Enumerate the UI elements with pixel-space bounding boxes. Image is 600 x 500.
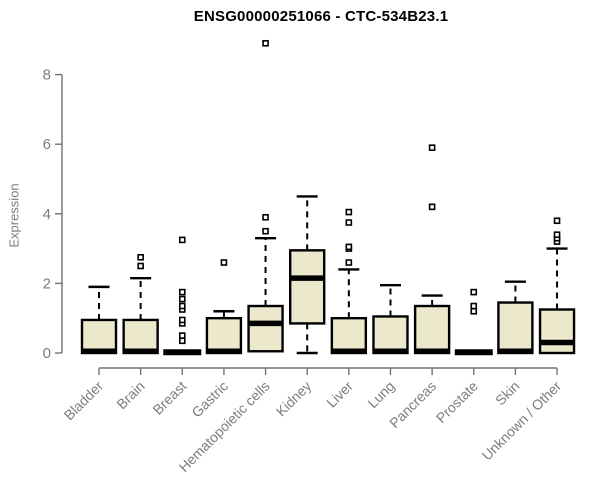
y-axis-title: Expression [6, 183, 22, 248]
x-tick-label: Lung [364, 378, 397, 411]
outlier-point [178, 295, 186, 303]
box [247, 304, 284, 353]
x-tick-label: Bladder [61, 378, 107, 424]
box [372, 315, 409, 355]
y-tick-label: 8 [43, 67, 51, 84]
outlier-point [178, 337, 186, 345]
x-tick-label: Skin [492, 378, 523, 409]
outlier-point [470, 307, 478, 315]
outlier-point [262, 227, 269, 235]
outlier-point [470, 302, 478, 310]
box [538, 308, 576, 355]
outlier-point [428, 144, 436, 151]
outlier-point [178, 236, 186, 244]
outlier-point [428, 203, 436, 211]
box [413, 304, 451, 355]
y-tick-label: 0 [43, 345, 51, 362]
x-tick-label: Kidney [273, 378, 315, 420]
outlier-point [178, 288, 186, 296]
outlier-point [262, 213, 269, 221]
box [497, 301, 534, 355]
chart-title: ENSG00000251066 - CTC-534B23.1 [193, 8, 449, 25]
y-tick-label: 4 [43, 206, 51, 223]
outlier-point [178, 332, 186, 339]
x-tick-label: Liver [323, 378, 356, 411]
box [205, 317, 243, 355]
outlier-point [137, 262, 144, 270]
outlier-point [178, 302, 186, 310]
x-tick-label: Brain [113, 378, 147, 412]
box [289, 249, 326, 325]
box [80, 318, 118, 355]
box [122, 318, 159, 355]
outlier-point [220, 259, 228, 266]
outlier-point [137, 254, 144, 261]
outlier-point [470, 288, 478, 296]
outlier-point [345, 259, 353, 266]
outlier-point [178, 316, 186, 324]
outlier-point [345, 208, 353, 216]
outlier-point [553, 231, 561, 238]
outlier-point [345, 219, 353, 226]
outlier-point [553, 217, 561, 225]
x-tick-label: Unknown / Other [479, 378, 565, 464]
box [330, 317, 368, 355]
x-tick-label: Prostate [433, 378, 481, 426]
outlier-point [262, 39, 269, 47]
outlier-point [345, 243, 353, 251]
y-tick-label: 6 [43, 136, 51, 153]
x-tick-label: Breast [149, 378, 189, 418]
y-tick-label: 2 [43, 275, 51, 292]
